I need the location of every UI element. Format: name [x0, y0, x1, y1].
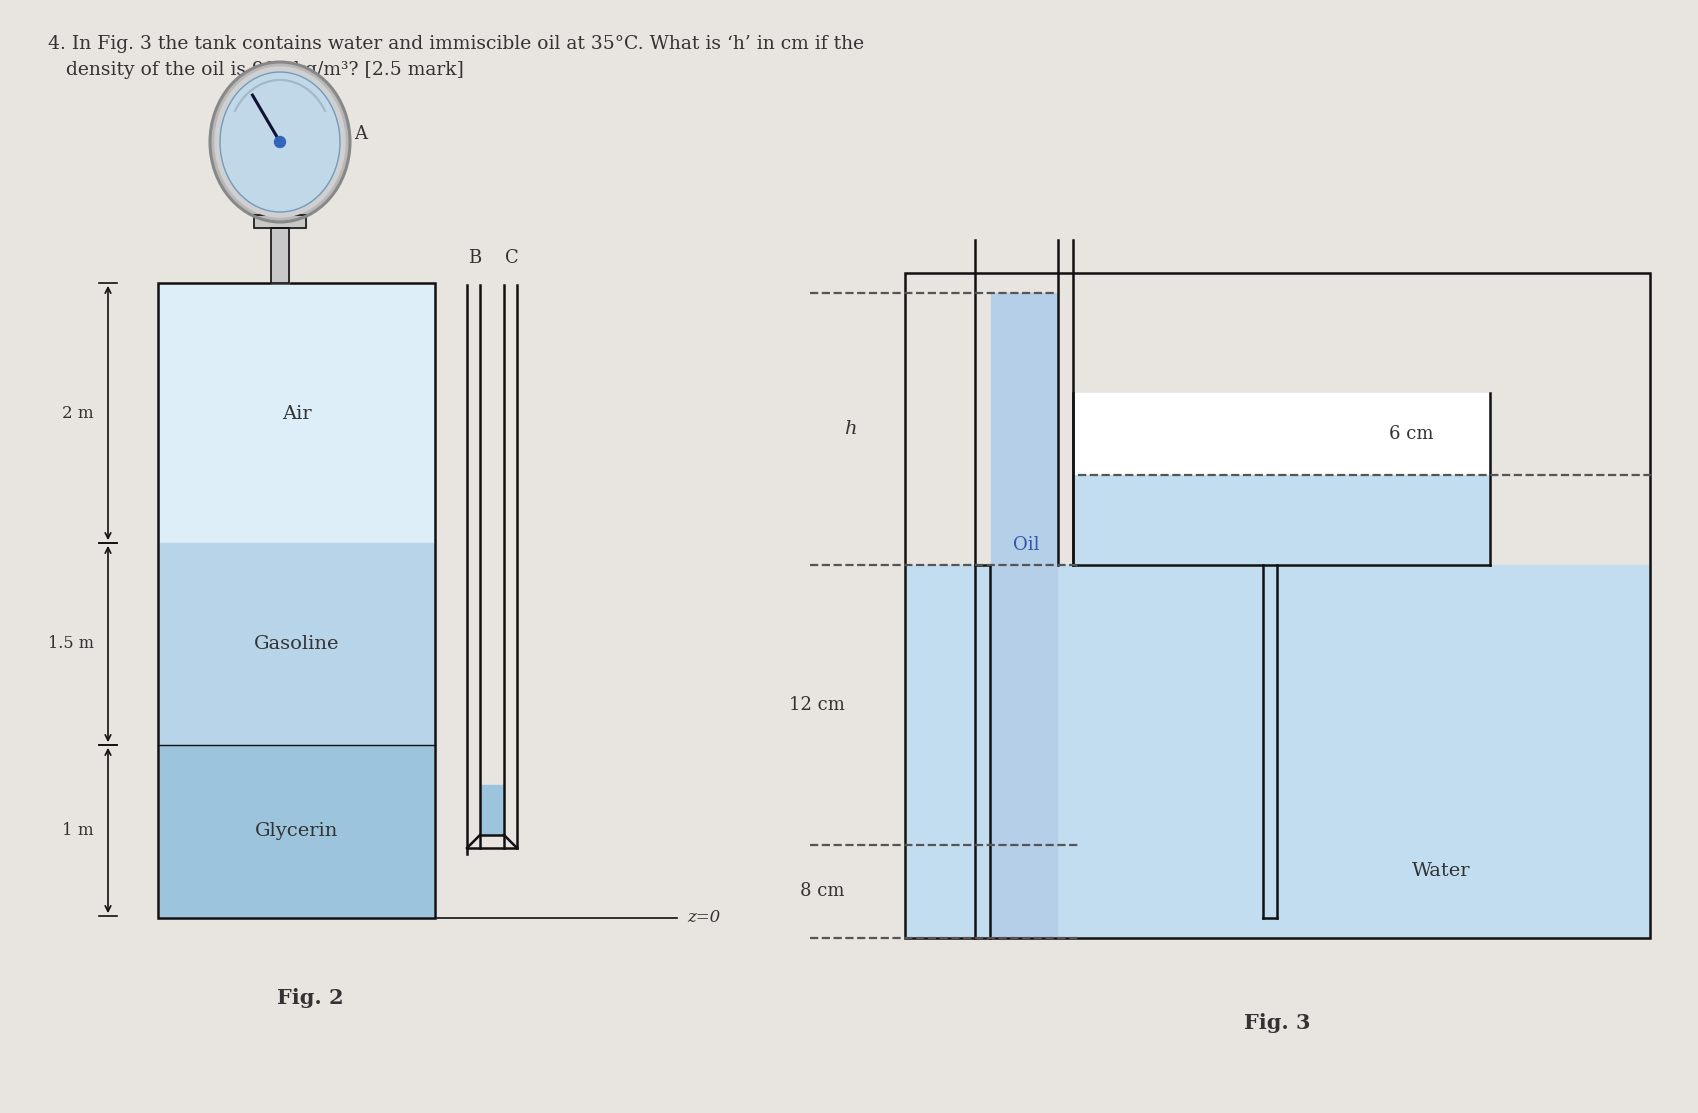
Text: B: B — [469, 249, 481, 267]
Text: h: h — [844, 420, 856, 439]
Text: Oil: Oil — [1012, 536, 1039, 554]
Bar — [272, 228, 289, 283]
Bar — [253, 215, 306, 228]
Bar — [272, 228, 289, 283]
Text: Gasoline: Gasoline — [253, 636, 340, 653]
Text: A: A — [353, 125, 367, 142]
Ellipse shape — [211, 62, 350, 221]
Circle shape — [275, 137, 285, 148]
Text: Glycerin: Glycerin — [255, 821, 338, 839]
Text: Water: Water — [1411, 863, 1470, 880]
Text: Air: Air — [282, 405, 311, 423]
Bar — [253, 215, 306, 228]
Text: Fig. 2: Fig. 2 — [277, 988, 343, 1008]
Text: z=0: z=0 — [686, 909, 720, 926]
Ellipse shape — [219, 72, 340, 211]
Text: 2 m: 2 m — [63, 404, 93, 422]
Text: 1.5 m: 1.5 m — [48, 636, 93, 652]
Text: C: C — [504, 249, 518, 267]
Ellipse shape — [216, 67, 345, 217]
Bar — [158, 283, 435, 918]
Text: 8 cm: 8 cm — [800, 883, 844, 900]
Text: density of the oil is 900 kg/m³? [2.5 mark]: density of the oil is 900 kg/m³? [2.5 ma… — [48, 61, 464, 79]
Text: 4. In Fig. 3 the tank contains water and immiscible oil at 35°C. What is ‘h’ in : 4. In Fig. 3 the tank contains water and… — [48, 35, 864, 53]
Bar — [905, 273, 1649, 938]
Text: 1 m: 1 m — [63, 823, 93, 839]
Text: 12 cm: 12 cm — [788, 696, 844, 715]
Text: Fig. 3: Fig. 3 — [1243, 1013, 1309, 1033]
Text: 6 cm: 6 cm — [1389, 425, 1433, 443]
